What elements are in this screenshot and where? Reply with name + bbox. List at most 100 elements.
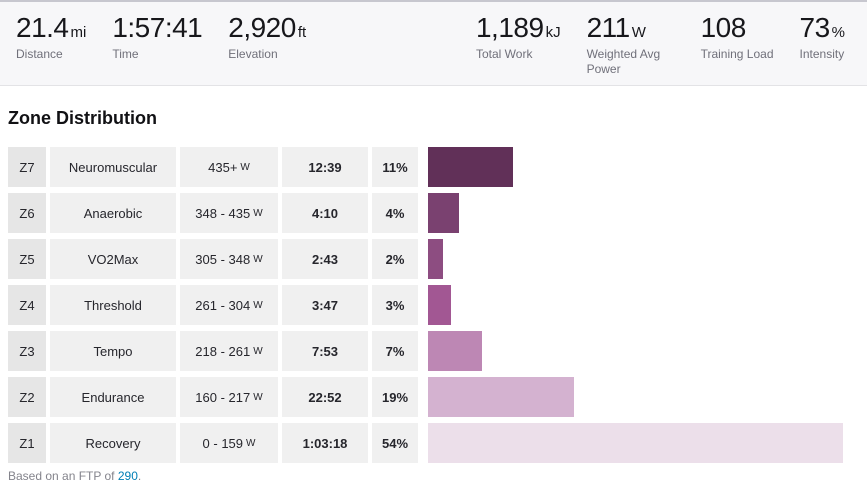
zone-id-cell: Z7 bbox=[8, 147, 46, 187]
zone-id-cell: Z2 bbox=[8, 377, 46, 417]
zone-id-cell: Z6 bbox=[8, 193, 46, 233]
zone-range-value: 261 - 304 bbox=[195, 298, 250, 313]
zone-range-cell: 160 - 217W bbox=[180, 377, 278, 417]
zone-percent-cell: 2% bbox=[372, 239, 418, 279]
zone-bar-track bbox=[428, 147, 843, 187]
zone-time-cell: 7:53 bbox=[282, 331, 368, 371]
stat-label: Training Load bbox=[701, 47, 774, 62]
zone-time-cell: 2:43 bbox=[282, 239, 368, 279]
stat-training-load: 108 Training Load bbox=[701, 12, 774, 62]
stat-intensity: 73% Intensity bbox=[800, 12, 846, 62]
zone-bar bbox=[428, 147, 513, 187]
zone-name-cell: Anaerobic bbox=[50, 193, 176, 233]
zone-bar bbox=[428, 331, 482, 371]
zone-bar-track bbox=[428, 377, 843, 417]
stat-value: 1:57:41 bbox=[112, 12, 202, 44]
zone-name-cell: Endurance bbox=[50, 377, 176, 417]
stat-value: 2,920 bbox=[228, 12, 296, 44]
summary-stats-bar: 21.4mi Distance 1:57:41 Time 2,920ft Elevatio… bbox=[0, 0, 867, 86]
zone-bar-track bbox=[428, 331, 843, 371]
stat-label: Total Work bbox=[476, 47, 561, 62]
zone-row-z2: Z2Endurance160 - 217W22:5219% bbox=[8, 377, 843, 417]
zone-name-cell: Neuromuscular bbox=[50, 147, 176, 187]
zone-range-unit: W bbox=[240, 162, 249, 173]
zone-percent-cell: 4% bbox=[372, 193, 418, 233]
zone-range-cell: 0 - 159W bbox=[180, 423, 278, 463]
zone-percent-cell: 3% bbox=[372, 285, 418, 325]
zone-range-unit: W bbox=[246, 438, 255, 449]
zone-bar-track bbox=[428, 285, 843, 325]
zone-bar bbox=[428, 285, 451, 325]
zone-range-unit: W bbox=[253, 300, 262, 311]
zone-range-value: 435+ bbox=[208, 160, 237, 175]
zone-range-unit: W bbox=[253, 346, 262, 357]
zone-range-value: 348 - 435 bbox=[195, 206, 250, 221]
zone-row-z6: Z6Anaerobic348 - 435W4:104% bbox=[8, 193, 843, 233]
stat-unit: ft bbox=[298, 24, 306, 41]
zone-row-z3: Z3Tempo218 - 261W7:537% bbox=[8, 331, 843, 371]
ftp-value-link[interactable]: 290 bbox=[118, 469, 138, 483]
zone-range-cell: 435+W bbox=[180, 147, 278, 187]
zone-row-z7: Z7Neuromuscular435+W12:3911% bbox=[8, 147, 843, 187]
stat-unit: mi bbox=[71, 24, 87, 41]
zone-range-cell: 305 - 348W bbox=[180, 239, 278, 279]
stat-value: 1,189 bbox=[476, 12, 544, 44]
zone-percent-cell: 7% bbox=[372, 331, 418, 371]
zone-range-value: 305 - 348 bbox=[195, 252, 250, 267]
zone-name-cell: VO2Max bbox=[50, 239, 176, 279]
zone-percent-cell: 19% bbox=[372, 377, 418, 417]
zone-range-cell: 348 - 435W bbox=[180, 193, 278, 233]
stat-value: 73 bbox=[800, 12, 830, 44]
stat-value: 108 bbox=[701, 12, 746, 44]
zone-id-cell: Z4 bbox=[8, 285, 46, 325]
zone-range-value: 160 - 217 bbox=[195, 390, 250, 405]
stat-elevation: 2,920ft Elevation bbox=[228, 12, 324, 62]
zone-range-unit: W bbox=[253, 254, 262, 265]
zone-percent-cell: 11% bbox=[372, 147, 418, 187]
zone-time-cell: 22:52 bbox=[282, 377, 368, 417]
stat-label: Elevation bbox=[228, 47, 324, 62]
zone-id-cell: Z3 bbox=[8, 331, 46, 371]
zone-range-value: 0 - 159 bbox=[203, 436, 243, 451]
zone-time-cell: 1:03:18 bbox=[282, 423, 368, 463]
zone-row-z5: Z5VO2Max305 - 348W2:432% bbox=[8, 239, 843, 279]
stat-distance: 21.4mi Distance bbox=[16, 12, 86, 62]
stat-label: Distance bbox=[16, 47, 86, 62]
zone-id-cell: Z1 bbox=[8, 423, 46, 463]
zone-range-unit: W bbox=[253, 208, 262, 219]
stat-label: Intensity bbox=[800, 47, 846, 62]
stat-unit: kJ bbox=[546, 24, 561, 41]
zone-range-cell: 218 - 261W bbox=[180, 331, 278, 371]
stat-value: 21.4 bbox=[16, 12, 69, 44]
zone-row-z4: Z4Threshold261 - 304W3:473% bbox=[8, 285, 843, 325]
zone-bar bbox=[428, 193, 459, 233]
stat-label: Weighted Avg Power bbox=[587, 47, 675, 77]
zone-bar-track bbox=[428, 239, 843, 279]
zone-range-value: 218 - 261 bbox=[195, 344, 250, 359]
zone-bar bbox=[428, 377, 574, 417]
zone-id-cell: Z5 bbox=[8, 239, 46, 279]
stat-weighted-avg-power: 211WWeighted Avg Power bbox=[587, 12, 675, 77]
zone-name-cell: Threshold bbox=[50, 285, 176, 325]
stat-total-work: 1,189kJ Total Work bbox=[476, 12, 561, 62]
zone-time-cell: 3:47 bbox=[282, 285, 368, 325]
zone-time-cell: 12:39 bbox=[282, 147, 368, 187]
zone-time-cell: 4:10 bbox=[282, 193, 368, 233]
zone-row-z1: Z1Recovery0 - 159W1:03:1854% bbox=[8, 423, 843, 463]
ftp-note-prefix: Based on an FTP of bbox=[8, 469, 118, 483]
zone-bar-track bbox=[428, 423, 843, 463]
stat-time: 1:57:41 Time bbox=[112, 12, 202, 62]
zone-name-cell: Recovery bbox=[50, 423, 176, 463]
zone-name-cell: Tempo bbox=[50, 331, 176, 371]
zone-range-cell: 261 - 304W bbox=[180, 285, 278, 325]
zone-bar bbox=[428, 423, 843, 463]
page-title: Zone Distribution bbox=[8, 108, 867, 129]
zone-distribution-table: Z7Neuromuscular435+W12:3911%Z6Anaerobic3… bbox=[0, 147, 867, 463]
stat-unit: W bbox=[632, 24, 646, 41]
zone-bar bbox=[428, 239, 443, 279]
ftp-note-suffix: . bbox=[138, 469, 141, 483]
stat-unit: % bbox=[832, 24, 845, 41]
ftp-footer-note: Based on an FTP of 290. bbox=[8, 469, 867, 483]
zone-range-unit: W bbox=[253, 392, 262, 403]
stat-label: Time bbox=[112, 47, 202, 62]
